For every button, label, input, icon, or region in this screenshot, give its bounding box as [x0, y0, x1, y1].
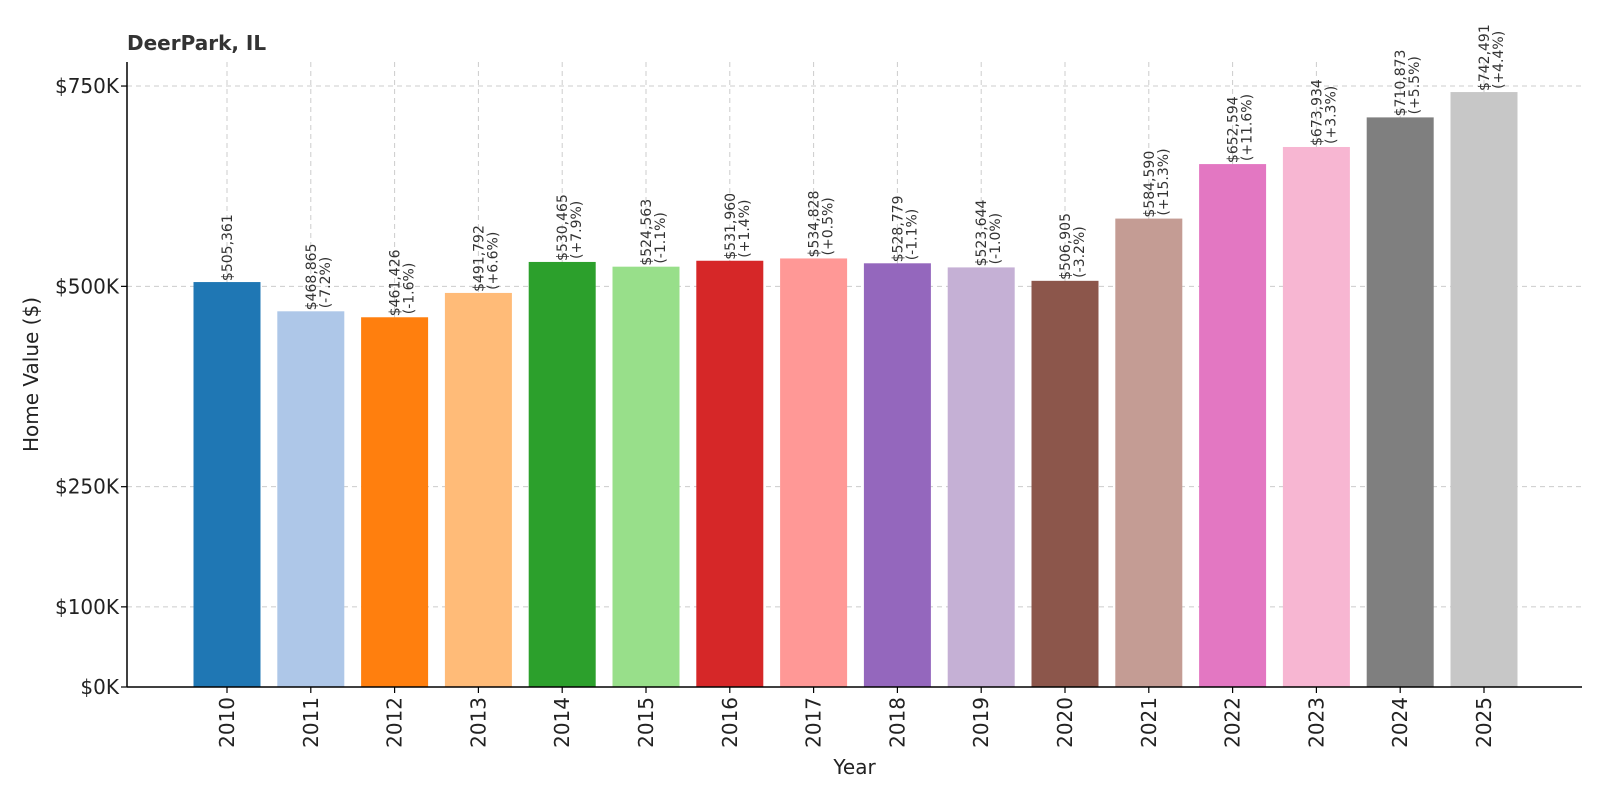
bar-change-label: (+5.5%)	[1407, 56, 1423, 114]
bar-change-label: (-1.1%)	[653, 212, 669, 264]
bar-change-label: (+6.6%)	[485, 232, 501, 290]
bar-2023	[1282, 146, 1350, 688]
bar-2021	[1115, 218, 1183, 687]
bar-change-label: (-1.0%)	[988, 213, 1004, 265]
bar-2018	[863, 263, 931, 687]
x-tick-label: 2025	[1472, 697, 1496, 748]
y-tick-label: $750K	[55, 74, 120, 98]
bar-2011	[277, 311, 345, 687]
bar-value-label: $534,828	[807, 191, 823, 258]
bar-change-label: (+15.3%)	[1156, 148, 1172, 215]
bar-value-label: $468,865	[304, 243, 320, 310]
x-tick-label: 2011	[299, 697, 323, 748]
bar-value-label: $742,491	[1477, 24, 1493, 91]
bar-value-label: $530,465	[555, 194, 571, 261]
bar-value-label: $506,905	[1058, 213, 1074, 280]
bar-change-label: (+11.6%)	[1240, 94, 1256, 161]
y-tick-label: $0K	[80, 675, 119, 699]
bar-value-label: $652,594	[1226, 96, 1242, 163]
bar-value-label: $505,361	[220, 214, 236, 281]
bar-change-label: (-3.2%)	[1072, 226, 1088, 278]
bar-value-label: $584,590	[1142, 151, 1158, 218]
bar-2016	[696, 260, 764, 687]
bar-value-label: $673,934	[1309, 79, 1325, 146]
x-axis-label: Year	[832, 755, 876, 779]
y-tick-label: $500K	[55, 274, 120, 298]
bar-2012	[361, 317, 429, 687]
bar-2017	[780, 258, 848, 687]
y-axis-label: Home Value ($)	[19, 297, 43, 452]
x-tick-label: 2023	[1304, 697, 1328, 748]
x-tick-label: 2015	[634, 697, 658, 748]
bar-change-label: (+0.5%)	[821, 197, 837, 255]
bar-2010	[193, 282, 261, 687]
chart-title: DeerPark, IL	[127, 31, 266, 55]
bar-value-label: $528,779	[890, 195, 906, 262]
bar-value-label: $523,644	[974, 200, 990, 267]
x-tick-label: 2024	[1388, 697, 1412, 748]
bar-2025	[1450, 92, 1518, 687]
bar-change-label: (+7.9%)	[569, 201, 585, 259]
bar-change-label: (-1.6%)	[402, 263, 418, 315]
x-tick-label: 2014	[550, 697, 574, 748]
x-tick-label: 2010	[215, 697, 239, 748]
bar-labels: $505,361 $468,865(-7.2%) $461,426(-1.6%) $4…	[220, 24, 1507, 316]
bar-2019	[947, 267, 1015, 687]
x-tick-label: 2019	[969, 697, 993, 748]
bar-2022	[1199, 164, 1267, 687]
x-axis-ticks: 2010 2011 2012 2013 2014 2015 2016 2017 2018 2019…	[215, 687, 1496, 748]
bar-2020	[1031, 280, 1099, 687]
bar-change-label: (+4.4%)	[1491, 31, 1507, 89]
y-tick-label: $250K	[55, 475, 120, 499]
y-axis-ticks: $0K $100K $250K $500K $750K	[55, 74, 127, 699]
bar-2014	[528, 261, 596, 687]
y-tick-label: $100K	[55, 595, 120, 619]
x-tick-label: 2012	[383, 697, 407, 748]
bar-change-label: (-7.2%)	[318, 257, 334, 309]
x-tick-label: 2020	[1053, 697, 1077, 748]
x-tick-label: 2021	[1137, 697, 1161, 748]
bar-value-label: $531,960	[723, 193, 739, 260]
x-tick-label: 2017	[802, 697, 826, 748]
bar-2013	[444, 292, 512, 687]
bar-2024	[1366, 117, 1434, 688]
bar-change-label: (+3.3%)	[1323, 86, 1339, 144]
bar-2015	[612, 266, 680, 687]
bar-value-label: $710,873	[1393, 50, 1409, 117]
bar-change-label: (+1.4%)	[737, 200, 753, 258]
grid-lines	[127, 62, 1582, 687]
x-tick-label: 2016	[718, 697, 742, 748]
x-tick-label: 2018	[885, 697, 909, 748]
x-tick-label: 2022	[1221, 697, 1245, 748]
x-tick-label: 2013	[466, 697, 490, 748]
bar-value-label: $491,792	[471, 225, 487, 292]
bar-change-label: (-1.1%)	[904, 209, 920, 261]
bar-value-label: $524,563	[639, 199, 655, 266]
bar-value-label: $461,426	[388, 249, 404, 316]
bars	[193, 92, 1518, 688]
